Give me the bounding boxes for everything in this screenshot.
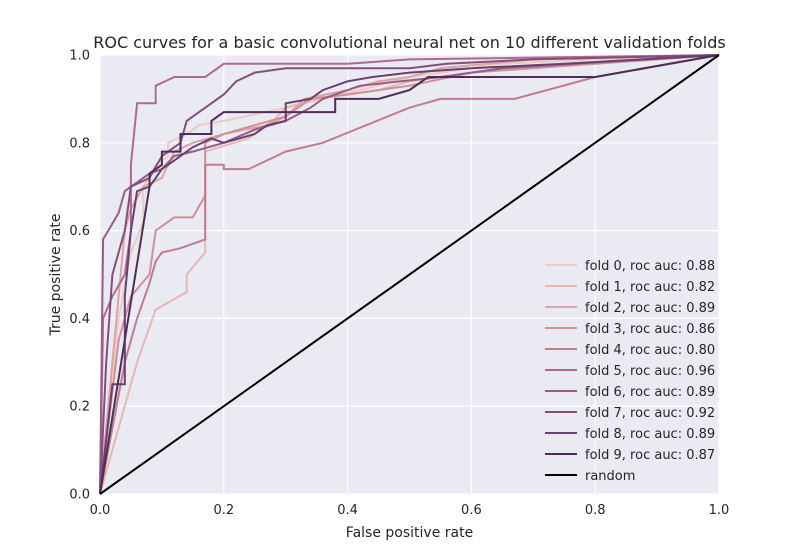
x-tick-label: 0.8 — [585, 503, 606, 518]
legend-entry: fold 7, roc auc: 0.92 — [585, 406, 715, 421]
y-tick-label: 1.0 — [69, 49, 90, 64]
series-line-fold-7 — [99, 54, 720, 495]
legend-entry: fold 2, roc auc: 0.89 — [585, 301, 715, 316]
x-axis-label: False positive rate — [346, 525, 473, 541]
series-line-fold-3 — [99, 54, 720, 495]
legend-entry: fold 9, roc auc: 0.87 — [585, 448, 715, 463]
y-tick-label: 0.6 — [69, 224, 90, 239]
x-tick-label: 0.0 — [90, 503, 111, 518]
y-tick-labels: 0.0 0.2 0.4 0.6 0.8 1.0 — [69, 49, 90, 503]
x-tick-label: 0.2 — [213, 503, 234, 518]
series-lines — [99, 54, 720, 495]
series-line-fold-4 — [99, 54, 720, 495]
x-tick-labels: 0.0 0.2 0.4 0.6 0.8 1.0 — [90, 503, 730, 518]
x-tick-label: 1.0 — [709, 503, 730, 518]
y-tick-label: 0.2 — [69, 400, 90, 415]
grid-lines — [99, 54, 720, 495]
legend: fold 0, roc auc: 0.88 fold 1, roc auc: 0.… — [545, 259, 715, 484]
legend-entry: random — [585, 469, 635, 484]
legend-entry: fold 0, roc auc: 0.88 — [585, 259, 715, 274]
legend-entry: fold 6, roc auc: 0.89 — [585, 385, 715, 400]
legend-entry: fold 4, roc auc: 0.80 — [585, 343, 715, 358]
y-axis-label: True positive rate — [48, 214, 64, 337]
legend-entry: fold 1, roc auc: 0.82 — [585, 280, 715, 295]
series-line-fold-5 — [99, 54, 720, 495]
x-tick-label: 0.6 — [461, 503, 482, 518]
y-tick-label: 0.4 — [69, 312, 90, 327]
y-tick-label: 0.8 — [69, 136, 90, 151]
series-line-fold-8 — [99, 54, 720, 495]
legend-entry: fold 3, roc auc: 0.86 — [585, 322, 715, 337]
random-line — [99, 54, 720, 495]
legend-entry: fold 5, roc auc: 0.96 — [585, 364, 715, 379]
chart-title: ROC curves for a basic convolutional neu… — [93, 33, 725, 52]
series-line-fold-6 — [99, 54, 720, 495]
x-tick-label: 0.4 — [337, 503, 358, 518]
series-line-fold-9 — [99, 54, 720, 495]
legend-entry: fold 8, roc auc: 0.89 — [585, 427, 715, 442]
y-tick-label: 0.0 — [69, 488, 90, 503]
